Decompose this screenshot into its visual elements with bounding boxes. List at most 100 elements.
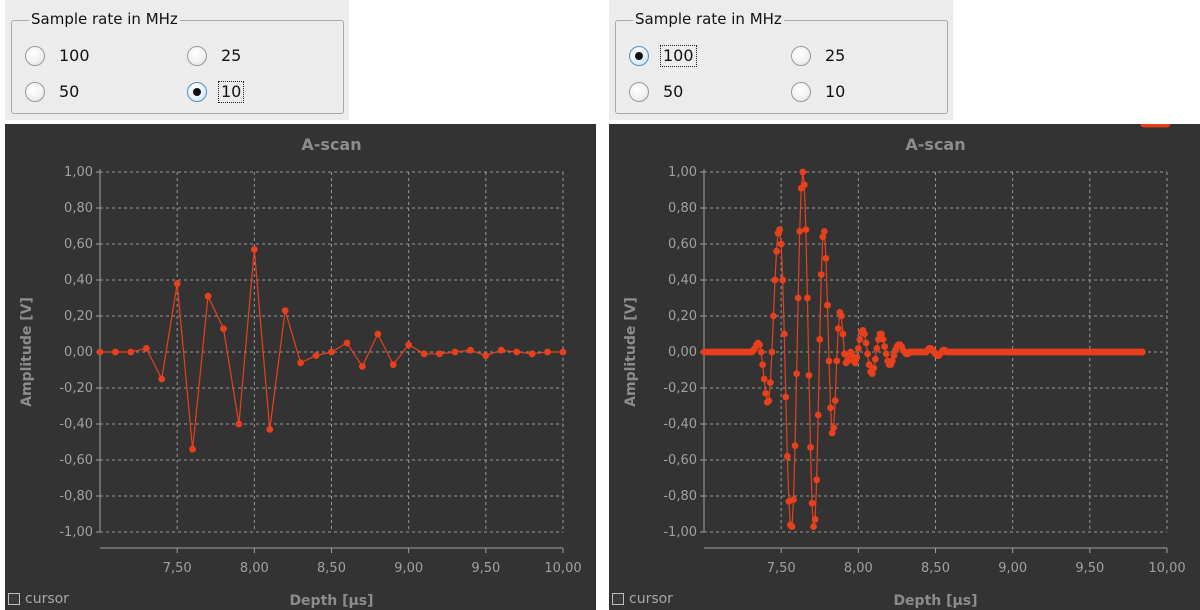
data-point: [817, 271, 825, 278]
a-scan-chart[interactable]: A-scan 1,00 0,80 0,60 0,40 0,20 0,00 -0,20 -0,40…: [609, 124, 1200, 610]
chart-title: A-scan: [301, 135, 361, 154]
y-tick-label: 0,80: [64, 201, 93, 216]
data-point: [831, 397, 839, 404]
y-tick-label: -1,00: [59, 525, 93, 540]
data-point: [762, 390, 770, 397]
checkbox-icon: [8, 593, 20, 605]
y-tick-label: 0,00: [64, 345, 93, 360]
x-tick-label: 7,50: [767, 561, 796, 576]
data-point: [776, 226, 784, 233]
left-panel: Sample rate in MHz 100 25 50 10 A-scan 1,…: [0, 0, 596, 610]
data-point: [839, 330, 847, 338]
data-point: [882, 350, 890, 358]
sample-rate-frame: [11, 20, 344, 114]
data-point: [854, 345, 862, 352]
y-tick-label: 0,80: [668, 201, 697, 216]
radio-100[interactable]: 100: [629, 42, 697, 70]
data-point: [865, 361, 873, 368]
data-point: [814, 411, 822, 419]
radio-label: 100: [660, 45, 697, 67]
data-point: [790, 496, 797, 503]
data-point: [497, 346, 505, 354]
data-point: [760, 375, 768, 383]
x-tick-label: 10,00: [544, 561, 581, 576]
y-tick-label: 0,20: [668, 309, 697, 324]
radio-circle-icon: [187, 46, 207, 66]
radio-label: 25: [825, 46, 846, 65]
data-point: [765, 397, 773, 404]
data-point: [513, 348, 521, 356]
cursor-checkbox[interactable]: cursor: [8, 590, 69, 608]
data-point: [808, 499, 816, 507]
data-point: [204, 292, 212, 300]
a-scan-chart[interactable]: A-scan 1,00 0,80 0,60 0,40 0,20 0,00 -0,20 -0,40…: [5, 124, 596, 610]
data-point: [830, 424, 838, 431]
sample-rate-group: Sample rate in MHz 100 25 50 10: [609, 0, 953, 120]
data-point: [819, 233, 827, 241]
data-point: [804, 294, 811, 302]
data-point: [771, 276, 779, 284]
data-point: [328, 348, 335, 356]
data-point: [779, 276, 787, 284]
y-tick-label: -0,40: [59, 417, 93, 432]
radio-circle-icon: [25, 46, 45, 66]
y-tick-label: 0,60: [668, 237, 697, 252]
data-point: [783, 453, 791, 460]
radio-10[interactable]: 10: [791, 78, 847, 106]
cursor-label: cursor: [25, 591, 69, 607]
radio-circle-icon: [791, 46, 811, 66]
radio-label: 25: [221, 46, 242, 65]
data-point: [389, 361, 397, 368]
x-tick-label: 8,50: [317, 561, 346, 576]
data-point: [805, 372, 813, 379]
radio-50[interactable]: 50: [629, 78, 685, 106]
data-point: [528, 350, 536, 358]
data-point: [862, 339, 870, 347]
radio-10[interactable]: 10: [187, 78, 245, 106]
y-tick-label: 0,20: [64, 309, 93, 324]
data-point: [451, 348, 459, 356]
data-point: [158, 375, 166, 383]
data-point: [890, 352, 898, 359]
x-axis-label: Depth [µs]: [289, 593, 373, 609]
radio-25[interactable]: 25: [187, 42, 243, 70]
data-point: [482, 352, 490, 359]
data-point: [173, 280, 181, 287]
data-point: [374, 330, 382, 338]
data-point: [793, 370, 800, 377]
data-point: [820, 228, 828, 235]
sample-rate-legend: Sample rate in MHz: [633, 10, 784, 28]
chart-title: A-scan: [905, 135, 965, 154]
radio-25[interactable]: 25: [791, 42, 847, 70]
radio-100[interactable]: 100: [25, 42, 92, 70]
radio-circle-icon: [791, 82, 811, 102]
y-tick-label: -0,20: [59, 381, 93, 396]
data-point: [878, 330, 885, 338]
data-point: [235, 420, 243, 428]
data-point: [420, 350, 428, 358]
data-point: [810, 523, 817, 530]
data-point: [759, 361, 767, 368]
radio-label: 100: [59, 46, 90, 65]
y-tick-label: -0,80: [59, 489, 93, 504]
y-axis-label: Amplitude [V]: [19, 297, 35, 407]
data-point: [881, 343, 888, 350]
sample-rate-legend: Sample rate in MHz: [29, 10, 180, 28]
data-point: [142, 345, 150, 352]
y-tick-label: 0,40: [64, 273, 93, 288]
radio-circle-icon: [629, 46, 649, 66]
data-point: [844, 357, 851, 365]
data-point: [870, 364, 878, 372]
y-tick-label: 1,00: [64, 165, 93, 180]
x-tick-label: 9,00: [998, 561, 1027, 576]
data-point: [266, 426, 274, 433]
radio-label: 10: [825, 82, 846, 101]
y-tick-label: -0,60: [59, 453, 93, 468]
radio-50[interactable]: 50: [25, 78, 81, 106]
radio-circle-icon: [629, 82, 649, 102]
data-point: [343, 339, 351, 347]
y-tick-label: 1,00: [668, 165, 697, 180]
cursor-checkbox[interactable]: cursor: [612, 590, 673, 608]
y-tick-label: -0,20: [663, 381, 697, 396]
data-point: [220, 325, 227, 332]
